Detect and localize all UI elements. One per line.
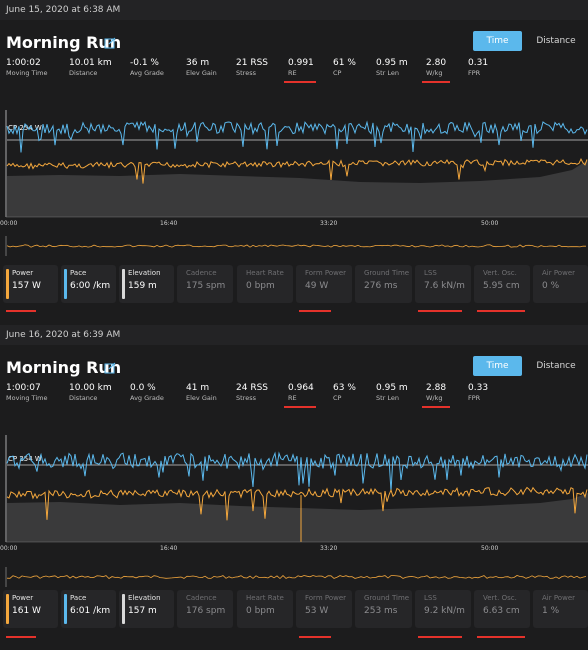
overview-power-line: [6, 244, 587, 248]
edit-icon[interactable]: [104, 37, 116, 49]
stat-stride-length: 0.95 m Str Len: [376, 58, 408, 77]
overview-power-line: [6, 575, 587, 580]
stat-avg-grade: 0.0 % Avg Grade: [130, 383, 164, 402]
highlight-underline-lss: [418, 636, 462, 638]
highlight-underline-form-power: [299, 310, 331, 312]
highlight-underline-wkg: [422, 81, 450, 83]
run-card-june-15: June 15, 2020 at 6:38 AM Morning Run Tim…: [0, 0, 588, 325]
x-tick-label: 50:00: [481, 220, 498, 227]
run-title[interactable]: Morning Run: [6, 358, 122, 377]
highlight-underline-form-power: [299, 636, 331, 638]
stat-stress: 24 RSS Stress: [236, 383, 268, 402]
x-tick-label: 33:20: [320, 220, 337, 227]
edit-icon[interactable]: [104, 362, 116, 374]
stat-cp: 61 % CP: [333, 58, 356, 77]
x-tick-label: 50:00: [481, 545, 498, 552]
metric-power[interactable]: Power 161 W: [3, 590, 58, 628]
metric-pace[interactable]: Pace 6:00 /km: [61, 265, 116, 303]
highlight-underline-wkg: [422, 406, 450, 408]
metric-selector: Power 157 W Pace 6:00 /km Elevation 159 m C…: [0, 265, 588, 312]
metric-elevation[interactable]: Elevation 157 m: [119, 590, 174, 628]
metric-cadence[interactable]: Cadence 176 spm: [177, 590, 233, 628]
stat-re: 0.991 RE: [288, 58, 314, 77]
summary-stats: 1:00:07 Moving Time 10.00 km Distance 0.0 …: [0, 383, 588, 409]
stat-fpr: 0.31 FPR: [468, 58, 489, 77]
metric-air-power[interactable]: Air Power 1 %: [533, 590, 588, 628]
run-title[interactable]: Morning Run: [6, 33, 122, 52]
x-tick-label: 16:40: [160, 220, 177, 227]
power-series-line: [6, 486, 588, 521]
time-toggle-button[interactable]: Time: [473, 31, 522, 51]
pace-series-line: [6, 451, 588, 492]
summary-stats: 1:00:02 Moving Time 10.01 km Distance -0.1…: [0, 58, 588, 84]
run-chart[interactable]: CP 254 W 00:00 16:40 33:20 50:00: [0, 325, 588, 650]
metric-vert-osc[interactable]: Vert. Osc. 5.95 cm: [474, 265, 530, 303]
stat-distance: 10.01 km Distance: [69, 58, 112, 77]
metric-vert-osc[interactable]: Vert. Osc. 6.63 cm: [474, 590, 530, 628]
run-card-june-16: June 16, 2020 at 6:39 AM Morning Run Tim…: [0, 325, 588, 650]
x-tick-label: 33:20: [320, 545, 337, 552]
metric-lss[interactable]: LSS 9.2 kN/m: [415, 590, 471, 628]
metric-heart-rate[interactable]: Heart Rate 0 bpm: [237, 265, 293, 303]
cp-label: CP 254 W: [8, 455, 42, 463]
run-date: June 15, 2020 at 6:38 AM: [0, 0, 588, 20]
stat-fpr: 0.33 FPR: [468, 383, 489, 402]
metric-selector: Power 161 W Pace 6:01 /km Elevation 157 m C…: [0, 590, 588, 638]
stat-elev-gain: 36 m Elev Gain: [186, 58, 217, 77]
stat-moving-time: 1:00:07 Moving Time: [6, 383, 48, 402]
highlight-underline-power: [6, 310, 36, 312]
metric-power[interactable]: Power 157 W: [3, 265, 58, 303]
highlight-underline-re: [284, 81, 316, 83]
x-tick-label: 00:00: [0, 545, 17, 552]
stat-stride-length: 0.95 m Str Len: [376, 383, 408, 402]
metric-form-power[interactable]: Form Power 49 W: [296, 265, 352, 303]
distance-toggle-button[interactable]: Distance: [536, 36, 576, 46]
x-tick-label: 00:00: [0, 220, 17, 227]
elevation-area: [7, 160, 588, 217]
stat-wkg: 2.88 W/kg: [426, 383, 447, 402]
run-date: June 16, 2020 at 6:39 AM: [0, 325, 588, 345]
metric-elevation[interactable]: Elevation 159 m: [119, 265, 174, 303]
time-toggle-button[interactable]: Time: [473, 356, 522, 376]
power-series-line: [6, 157, 588, 184]
highlight-underline-lss: [418, 310, 462, 312]
highlight-underline-vert-osc: [477, 636, 525, 638]
elevation-area: [7, 493, 588, 542]
highlight-underline-power: [6, 636, 36, 638]
stat-stress: 21 RSS Stress: [236, 58, 268, 77]
highlight-underline-re: [284, 406, 316, 408]
stat-elev-gain: 41 m Elev Gain: [186, 383, 217, 402]
run-panel: Morning Run Time Distance 1:00:02 Moving …: [0, 20, 588, 325]
metric-cadence[interactable]: Cadence 175 spm: [177, 265, 233, 303]
x-tick-label: 16:40: [160, 545, 177, 552]
cp-label: CP 254 W: [8, 124, 42, 132]
stat-cp: 63 % CP: [333, 383, 356, 402]
stat-moving-time: 1:00:02 Moving Time: [6, 58, 48, 77]
metric-ground-time[interactable]: Ground Time 253 ms: [355, 590, 412, 628]
metric-form-power[interactable]: Form Power 53 W: [296, 590, 352, 628]
stat-wkg: 2.80 W/kg: [426, 58, 447, 77]
metric-pace[interactable]: Pace 6:01 /km: [61, 590, 116, 628]
metric-lss[interactable]: LSS 7.6 kN/m: [415, 265, 471, 303]
stat-avg-grade: -0.1 % Avg Grade: [130, 58, 164, 77]
highlight-underline-vert-osc: [477, 310, 525, 312]
pace-series-line: [6, 120, 588, 153]
metric-air-power[interactable]: Air Power 0 %: [533, 265, 588, 303]
stat-distance: 10.00 km Distance: [69, 383, 112, 402]
stat-re: 0.964 RE: [288, 383, 314, 402]
metric-ground-time[interactable]: Ground Time 276 ms: [355, 265, 412, 303]
distance-toggle-button[interactable]: Distance: [536, 361, 576, 371]
run-chart[interactable]: CP 254 W 00:00 16:40 33:20 50:00: [0, 0, 588, 325]
metric-heart-rate[interactable]: Heart Rate 0 bpm: [237, 590, 293, 628]
